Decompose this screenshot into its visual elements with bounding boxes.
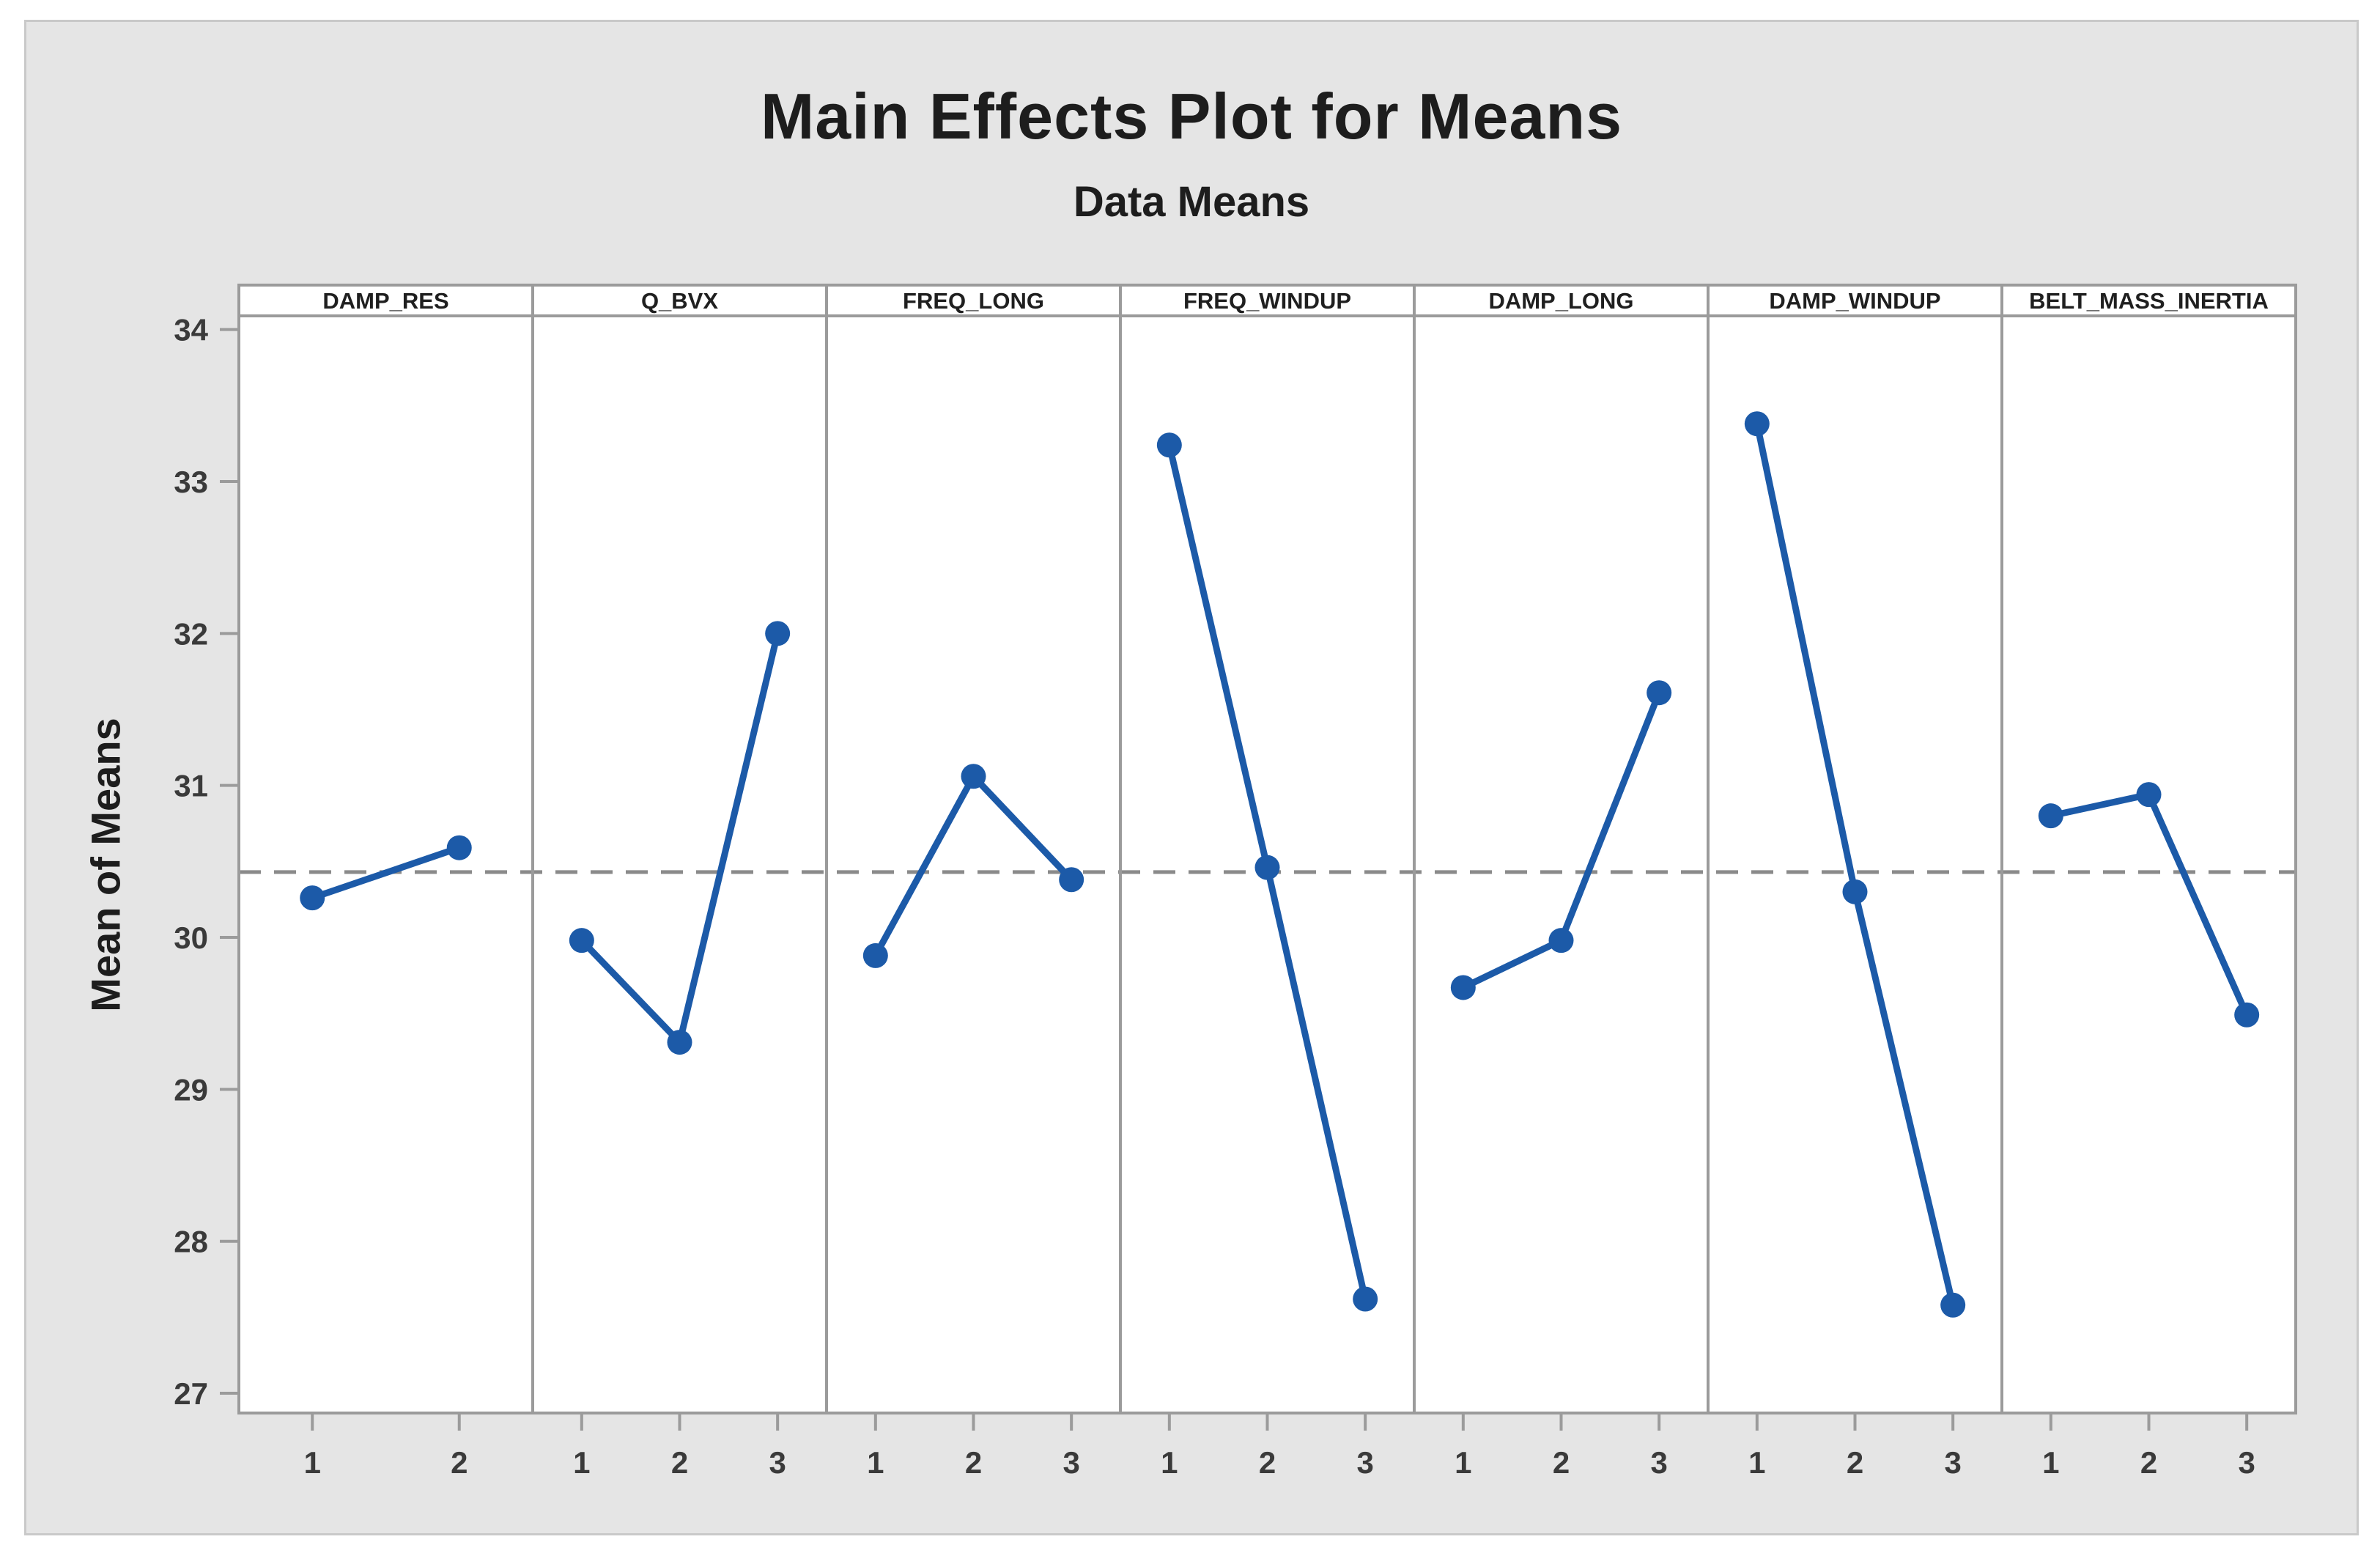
data-point (961, 764, 986, 789)
data-point (1059, 867, 1084, 893)
chart-title: Main Effects Plot for Means (760, 80, 1623, 152)
data-point (862, 943, 888, 968)
x-tick-label: 3 (1944, 1445, 1961, 1480)
x-tick-label: 3 (1650, 1445, 1667, 1480)
data-point (765, 621, 791, 646)
data-point (2234, 1002, 2260, 1028)
data-point (1548, 928, 1574, 953)
x-tick-label: 1 (1455, 1445, 1471, 1480)
y-tick-label: 33 (174, 465, 208, 499)
y-tick-label: 34 (174, 313, 208, 347)
x-tick-label: 1 (304, 1445, 321, 1480)
data-point (1940, 1292, 1966, 1318)
data-point (1450, 975, 1476, 1000)
x-tick-label: 1 (1161, 1445, 1178, 1480)
panel-header-label: BELT_MASS_INERTIA (2029, 288, 2269, 314)
data-point (667, 1030, 692, 1055)
panel-header-label: Q_BVX (641, 288, 718, 314)
data-point (1156, 432, 1182, 458)
x-tick-label: 3 (1356, 1445, 1373, 1480)
x-tick-label: 1 (867, 1445, 884, 1480)
data-point (2136, 782, 2162, 808)
x-tick-label: 2 (2140, 1445, 2157, 1480)
y-tick-label: 31 (174, 769, 208, 803)
data-point (1744, 411, 1770, 437)
x-tick-label: 3 (769, 1445, 786, 1480)
data-point (300, 885, 325, 911)
x-tick-label: 3 (1062, 1445, 1079, 1480)
plot-background (239, 285, 2296, 1413)
x-tick-label: 2 (671, 1445, 688, 1480)
panel-header-label: FREQ_LONG (903, 288, 1044, 314)
data-point (1353, 1286, 1378, 1312)
data-point (1842, 879, 1868, 904)
panel-header-label: DAMP_WINDUP (1769, 288, 1940, 314)
x-tick-label: 1 (1748, 1445, 1765, 1480)
panel-header-label: FREQ_WINDUP (1183, 288, 1351, 314)
x-tick-label: 1 (2042, 1445, 2059, 1480)
chart-subtitle: Data Means (1073, 178, 1310, 226)
x-tick-label: 2 (451, 1445, 468, 1480)
data-point (1647, 680, 1672, 706)
x-tick-label: 2 (1553, 1445, 1570, 1480)
data-point (2038, 803, 2063, 829)
x-tick-label: 3 (2238, 1445, 2255, 1480)
x-tick-label: 1 (573, 1445, 590, 1480)
x-tick-label: 2 (965, 1445, 982, 1480)
x-tick-label: 2 (1847, 1445, 1863, 1480)
x-tick-label: 2 (1259, 1445, 1276, 1480)
y-tick-label: 32 (174, 616, 208, 651)
y-tick-label: 30 (174, 921, 208, 955)
plot-frame (237, 284, 2297, 1414)
panel-header-label: DAMP_LONG (1488, 288, 1633, 314)
data-point (1254, 855, 1280, 880)
y-tick-label: 29 (174, 1072, 208, 1107)
series-line (311, 844, 461, 901)
y-tick-label: 27 (174, 1376, 208, 1411)
panel-header-label: DAMP_RES (322, 288, 448, 314)
y-tick-label: 28 (174, 1225, 208, 1259)
data-point (569, 928, 594, 953)
data-point (446, 835, 472, 860)
